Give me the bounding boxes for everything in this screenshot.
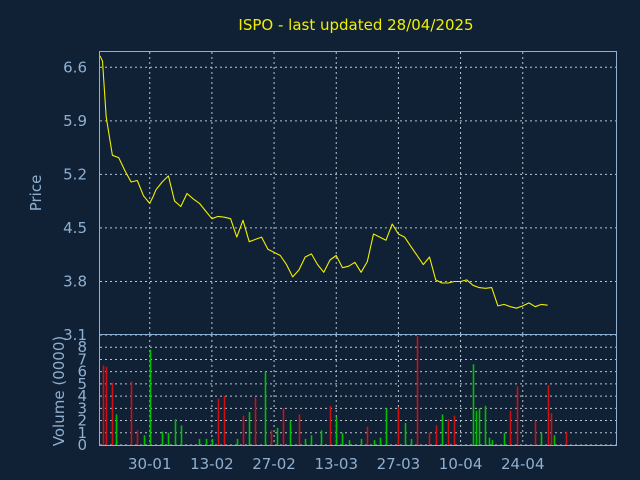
x-tick-label: 24-04 bbox=[501, 455, 545, 473]
volume-tick-label: 7 bbox=[77, 350, 87, 368]
volume-tick-label: 0 bbox=[77, 436, 87, 454]
price-series bbox=[99, 55, 548, 309]
volume-tick-label: 2 bbox=[77, 412, 87, 430]
price-y-tick-labels: 6.6 5.9 5.2 4.5 3.8 3.1 bbox=[63, 58, 87, 344]
price-line bbox=[99, 55, 548, 309]
price-tick-label: 5.9 bbox=[63, 112, 87, 130]
volume-tick-label: 4 bbox=[77, 387, 87, 405]
price-tick-label: 5.2 bbox=[63, 165, 87, 183]
chart-title: ISPO - last updated 28/04/2025 bbox=[238, 16, 473, 34]
price-tick-label: 6.6 bbox=[63, 58, 87, 76]
price-tick-label: 4.5 bbox=[63, 219, 87, 237]
x-tick-labels: 30-01 13-02 27-02 13-03 27-03 10-04 24-04 bbox=[128, 455, 545, 473]
volume-grid bbox=[100, 335, 616, 446]
x-tick-label: 30-01 bbox=[128, 455, 172, 473]
volume-tick-label: 3 bbox=[77, 399, 87, 417]
price-tick-label: 3.1 bbox=[63, 326, 87, 344]
volume-axis-label: Volume (0000) bbox=[50, 336, 68, 446]
x-tick-label: 13-02 bbox=[190, 455, 234, 473]
price-grid bbox=[100, 52, 616, 336]
price-tick-label: 3.8 bbox=[63, 272, 87, 290]
volume-tick-label: 8 bbox=[77, 338, 87, 356]
volume-tick-label: 1 bbox=[77, 424, 87, 442]
volume-bars bbox=[102, 336, 568, 445]
x-tick-label: 13-03 bbox=[314, 455, 358, 473]
volume-tick-label: 5 bbox=[77, 375, 87, 393]
x-tick-label: 27-03 bbox=[377, 455, 421, 473]
x-tick-label: 10-04 bbox=[439, 455, 483, 473]
volume-panel-frame bbox=[99, 334, 617, 446]
x-tick-label: 27-02 bbox=[252, 455, 296, 473]
price-axis-label: Price bbox=[27, 175, 45, 212]
volume-tick-label: 6 bbox=[77, 363, 87, 381]
